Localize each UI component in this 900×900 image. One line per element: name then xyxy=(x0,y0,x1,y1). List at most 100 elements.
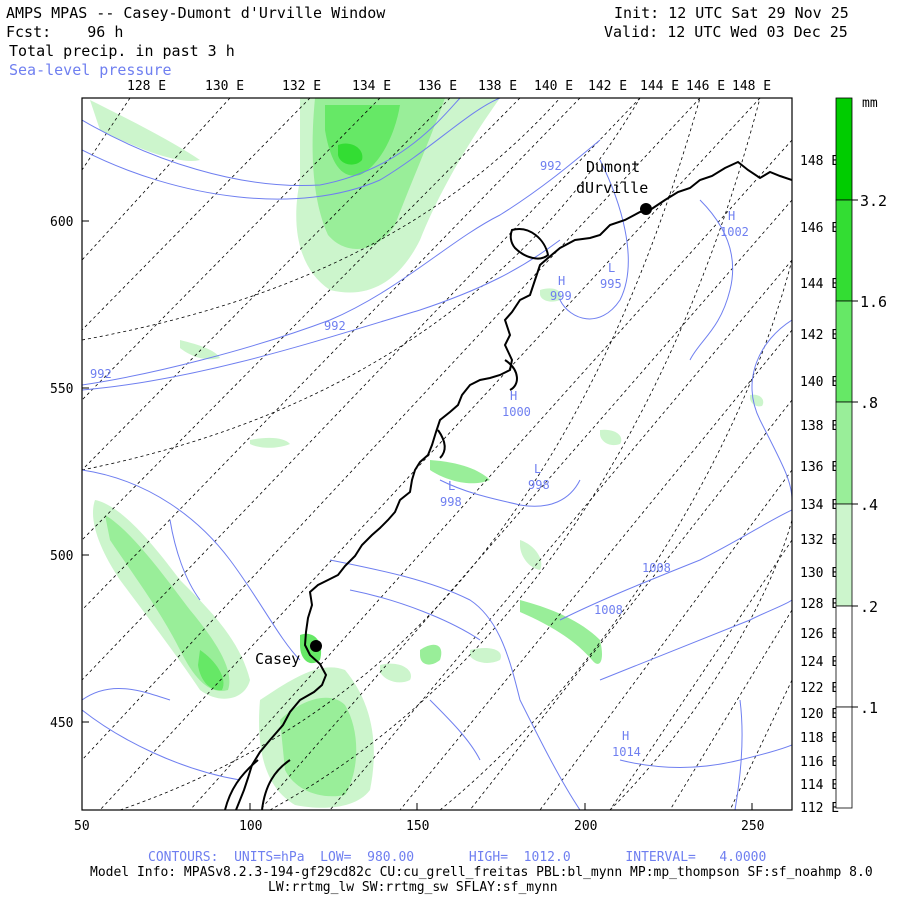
lon-line xyxy=(82,98,381,401)
isobar xyxy=(559,509,792,621)
precip-area-mid3 xyxy=(420,644,442,665)
physics-info: LW:rrtmg_lw SW:rrtmg_sw SFLAY:sf_mynn xyxy=(268,880,558,895)
slp-contours xyxy=(82,98,792,810)
precip-area-mid11 xyxy=(520,540,542,570)
colorbar-swatch xyxy=(835,199,853,302)
lon-label: 146 E xyxy=(800,221,839,236)
isobar-label: 995 xyxy=(600,277,622,291)
station-dumont-label2: dUrville xyxy=(576,179,648,197)
isobar xyxy=(82,469,301,661)
lon-label: 136 E xyxy=(418,79,457,94)
lon-label: 122 E xyxy=(800,681,839,696)
isobar xyxy=(734,699,743,810)
colorbar-unit: mm xyxy=(862,96,878,111)
lon-label: 148 E xyxy=(732,79,771,94)
colorbar-label: .2 xyxy=(860,598,878,616)
isobar xyxy=(559,159,629,320)
isobar xyxy=(429,699,481,761)
lon-label: 142 E xyxy=(800,328,839,343)
forecast-hour: Fcst: 96 h xyxy=(6,23,124,41)
isobar-label: 999 xyxy=(550,289,572,303)
left-axis: 600 550 500 450 xyxy=(50,215,89,731)
lat-line xyxy=(609,519,792,810)
station-dumont-label: Dumont xyxy=(586,158,640,176)
precip-area-sw-max xyxy=(198,650,224,691)
precip-area-mid2 xyxy=(520,600,603,664)
isobar xyxy=(169,519,201,601)
isobar xyxy=(82,709,241,781)
lon-label: 112 E xyxy=(800,801,839,816)
colorbar-swatch xyxy=(835,401,853,505)
lon-line xyxy=(729,679,792,810)
colorbar-swatch xyxy=(835,706,853,809)
lon-line xyxy=(399,329,792,810)
lon-label: 124 E xyxy=(800,655,839,670)
colorbar-label: 3.2 xyxy=(860,192,887,210)
lon-label: 146 E xyxy=(686,79,725,94)
station-casey-label: Casey xyxy=(255,650,300,668)
y-tick-label: 550 xyxy=(50,382,73,397)
lon-label: 144 E xyxy=(640,79,679,94)
lon-label: 148 E xyxy=(800,154,839,169)
high-marker: H xyxy=(558,274,565,288)
isobar xyxy=(689,199,734,361)
lon-label: 144 E xyxy=(800,277,839,292)
isobar xyxy=(349,589,481,641)
x-tick-label: 150 xyxy=(406,819,429,834)
overlay-name: Sea-level pressure xyxy=(9,61,172,79)
coastline-inlet xyxy=(509,228,550,260)
isobar-label: 1000 xyxy=(502,405,531,419)
isobar-label: 992 xyxy=(90,367,112,381)
low-marker: L xyxy=(448,479,455,493)
bottom-axis: 50 100 150 200 250 xyxy=(74,803,764,834)
lon-label: 128 E xyxy=(127,79,166,94)
model-info: Model Info: MPASv8.2.3-194-gf29cd82c CU:… xyxy=(90,865,873,880)
precip-area-mid4 xyxy=(180,340,220,360)
colorbar-label: .1 xyxy=(860,699,878,717)
precip-area-mid5 xyxy=(250,437,290,448)
field-name: Total precip. in past 3 h xyxy=(9,42,235,60)
lon-label: 142 E xyxy=(588,79,627,94)
high-marker: H xyxy=(728,209,735,223)
isobar xyxy=(329,559,581,810)
lon-line xyxy=(82,98,701,761)
colorbar-swatch xyxy=(835,503,853,607)
isobar xyxy=(82,98,461,187)
right-lon-labels: 148 E 146 E 144 E 142 E 140 E 138 E 136 … xyxy=(800,154,839,816)
precip-area-north-peak xyxy=(338,143,363,165)
lon-label: 114 E xyxy=(800,778,839,793)
map-title: AMPS MPAS -- Casey-Dumont d'Urville Wind… xyxy=(6,4,386,22)
isobar-label: 992 xyxy=(540,159,562,173)
colorbar-label: .4 xyxy=(860,496,878,514)
isobar xyxy=(82,687,171,701)
low-marker: L xyxy=(608,261,615,275)
lat-line xyxy=(82,98,561,341)
graticule xyxy=(82,98,792,810)
lon-label: 120 E xyxy=(800,707,839,722)
precip-area-casey-core xyxy=(280,697,357,797)
colorbar-swatch xyxy=(835,97,853,201)
lon-label: 130 E xyxy=(800,566,839,581)
isobar xyxy=(439,479,581,507)
valid-time: Valid: 12 UTC Wed 03 Dec 25 xyxy=(604,23,848,41)
isobar xyxy=(82,139,601,386)
isobar xyxy=(751,319,792,501)
colorbar-label: .8 xyxy=(860,394,878,412)
lon-label: 138 E xyxy=(800,419,839,434)
x-tick-label: 50 xyxy=(74,819,90,834)
low-marker: L xyxy=(534,462,541,476)
lon-label: 126 E xyxy=(800,627,839,642)
precip-area-mid6 xyxy=(540,288,562,302)
top-lon-labels: 128 E 130 E 132 E 134 E 136 E 138 E 140 … xyxy=(127,79,771,94)
lon-line xyxy=(82,98,581,611)
precip-area-mid7 xyxy=(600,429,622,446)
station-casey-marker xyxy=(310,640,322,652)
precip-area-mid8 xyxy=(380,663,411,683)
lon-line xyxy=(82,98,131,171)
isobar xyxy=(82,239,561,391)
coastline-inlet xyxy=(437,429,446,459)
x-tick-label: 100 xyxy=(239,819,262,834)
lon-label: 136 E xyxy=(800,460,839,475)
lon-line xyxy=(539,469,792,810)
